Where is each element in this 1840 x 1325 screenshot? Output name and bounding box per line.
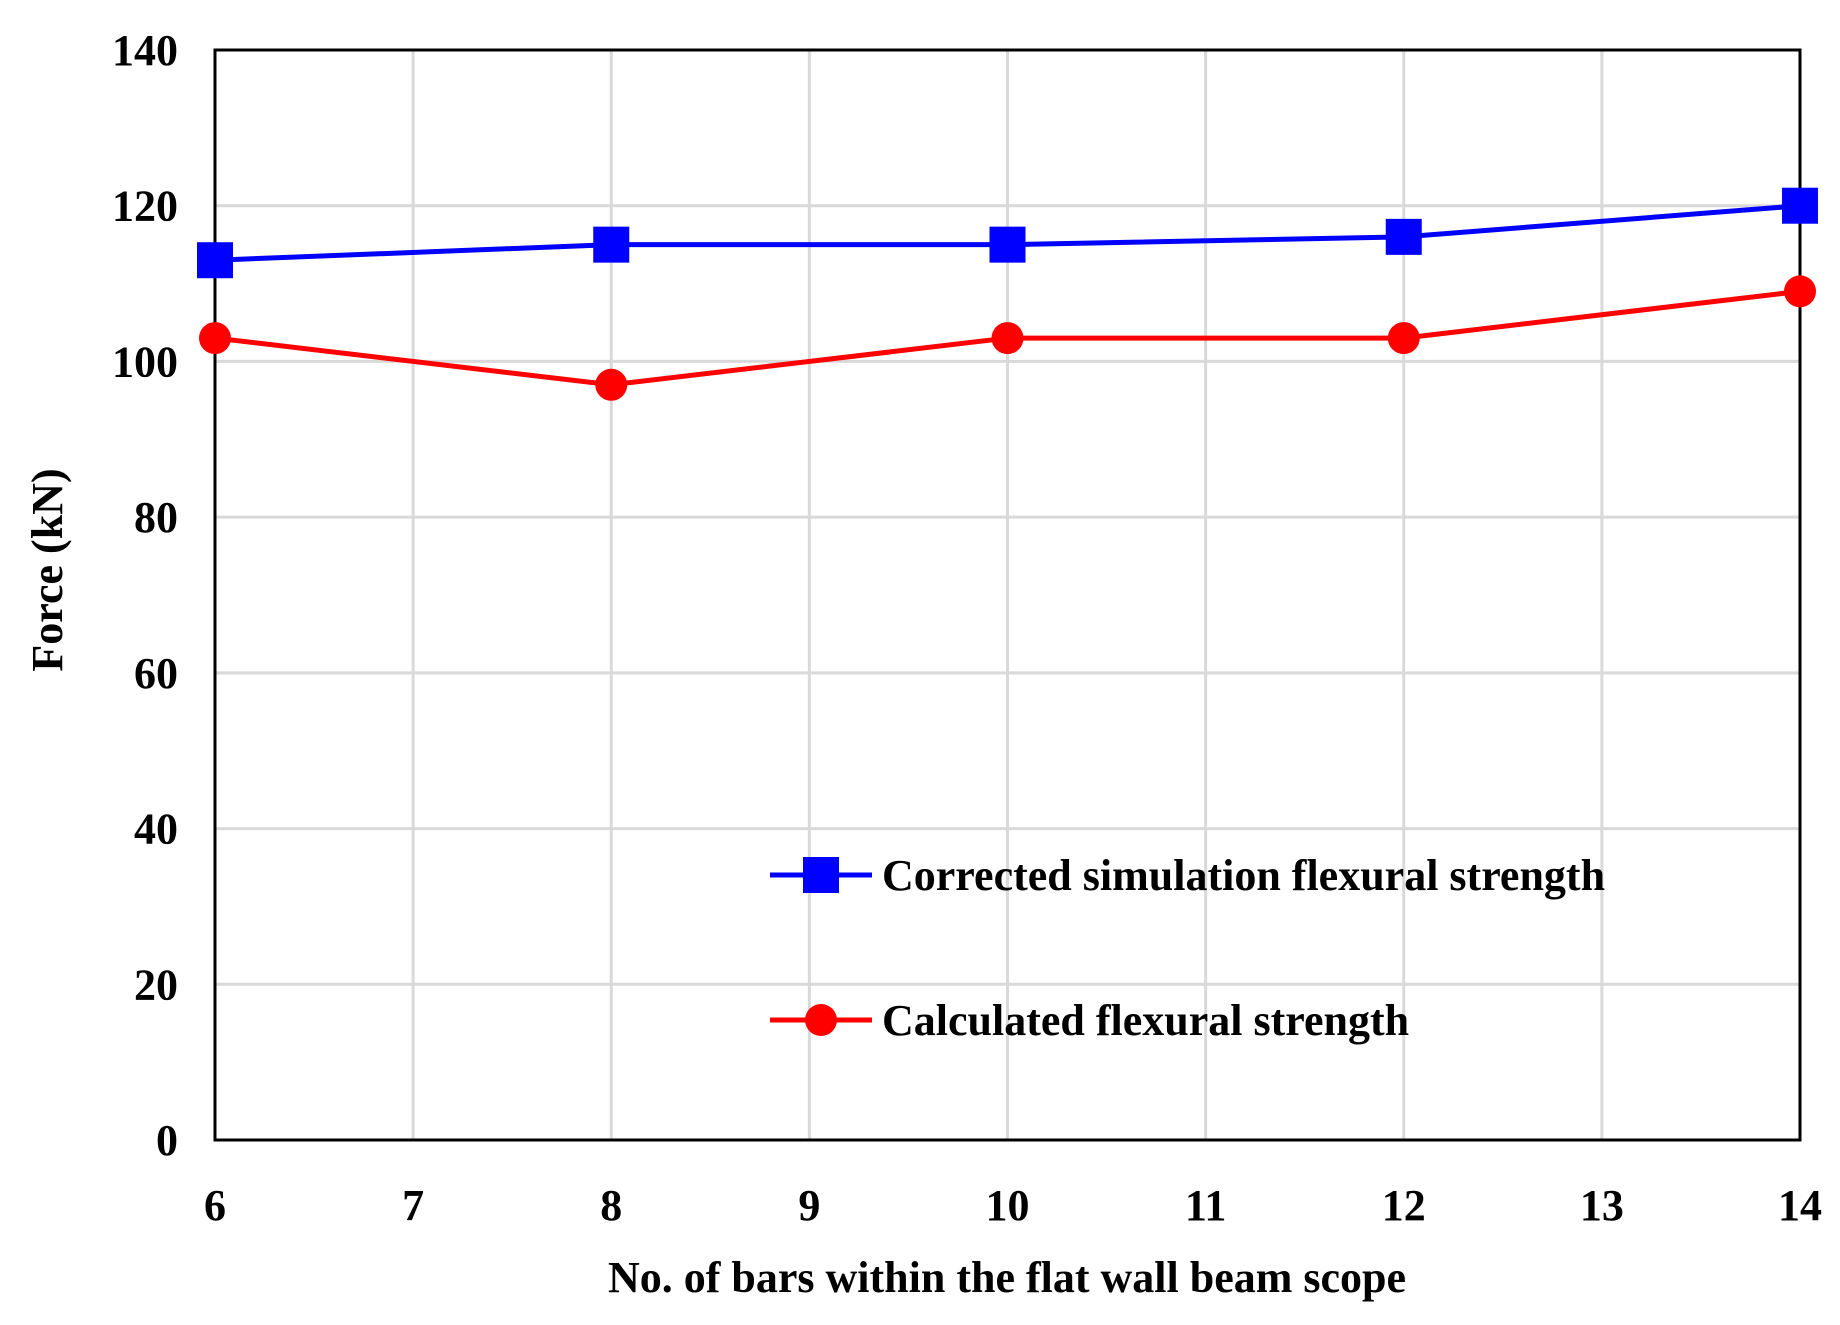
y-tick-label: 0 — [156, 1116, 178, 1165]
x-axis-label: No. of bars within the flat wall beam sc… — [608, 1253, 1406, 1302]
y-tick-label: 60 — [134, 649, 178, 698]
data-point-square — [593, 226, 630, 263]
y-tick-label: 40 — [134, 805, 178, 854]
legend-label-corrected-simulation: Corrected simulation flexural strength — [882, 851, 1605, 900]
legend: Corrected simulation flexural strength C… — [770, 851, 1605, 1045]
data-point-circle — [595, 368, 628, 401]
data-point-square — [1782, 187, 1818, 224]
x-axis-ticks: 6 7 8 9 10 11 12 13 14 — [204, 1181, 1822, 1230]
data-point-square — [1385, 218, 1422, 255]
x-tick-label: 7 — [402, 1181, 424, 1230]
data-point-square — [989, 226, 1026, 263]
y-tick-label: 140 — [112, 26, 178, 75]
data-point-circle — [991, 322, 1024, 355]
data-point-square — [197, 242, 233, 279]
x-tick-label: 6 — [204, 1181, 226, 1230]
y-axis-ticks: 0 20 40 60 80 100 120 140 — [112, 26, 178, 1165]
data-point-circle — [1784, 275, 1816, 308]
y-axis-label: Force (kN) — [23, 468, 72, 671]
legend-marker-square-icon — [803, 857, 839, 893]
x-tick-label: 11 — [1185, 1181, 1227, 1230]
x-tick-label: 8 — [600, 1181, 622, 1230]
y-tick-label: 100 — [112, 337, 178, 386]
data-point-circle — [1387, 322, 1420, 355]
plot-area-frame — [213, 48, 1802, 1142]
x-tick-label: 13 — [1580, 1181, 1624, 1230]
y-tick-label: 80 — [134, 493, 178, 542]
x-tick-label: 9 — [798, 1181, 820, 1230]
data-point-circle — [199, 322, 231, 355]
x-tick-label: 12 — [1382, 1181, 1426, 1230]
legend-marker-circle-icon — [805, 1004, 837, 1036]
x-tick-label: 14 — [1778, 1181, 1822, 1230]
y-tick-label: 120 — [112, 182, 178, 231]
series-layer — [197, 187, 1818, 401]
grid-lines — [213, 48, 1802, 1142]
y-tick-label: 20 — [134, 960, 178, 1009]
x-tick-label: 10 — [986, 1181, 1030, 1230]
legend-label-calculated: Calculated flexural strength — [882, 996, 1409, 1045]
